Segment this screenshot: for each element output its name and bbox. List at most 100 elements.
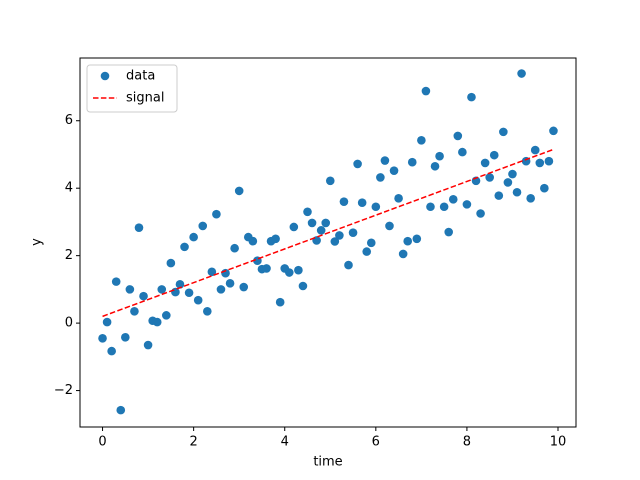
data-point [166,258,176,268]
data-point [335,231,344,240]
data-point [130,307,139,316]
data-point [212,209,221,219]
data-point [407,157,417,167]
data-point [330,237,340,246]
data-point [508,169,517,179]
data-point [325,176,335,186]
data-point [362,247,372,256]
data-point [353,159,362,169]
x-tick-label: 8 [463,435,471,450]
data-point [316,226,326,235]
data-point [125,285,135,294]
data-point [307,218,317,228]
data-point [526,194,535,203]
data-point [157,285,167,294]
data-point [530,145,540,155]
data-point [421,86,431,96]
data-point [494,191,504,200]
x-tick-label: 0 [98,435,106,450]
data-point [98,333,107,343]
data-point [152,317,162,327]
data-point [139,291,148,301]
data-point [412,234,422,244]
x-tick-label: 4 [281,435,289,450]
data-point [203,307,212,316]
data-point [467,92,476,102]
data-point [230,243,239,253]
data-point [389,166,399,175]
data-point [430,161,440,171]
data-point [512,187,522,197]
data-point [403,236,413,246]
data-point [462,200,472,209]
data-point [175,280,185,289]
data-point [184,288,194,298]
data-point [162,311,171,320]
data-point [398,249,408,259]
data-point [480,158,490,168]
data-point [417,135,426,145]
axes-frame [79,57,577,428]
data-point [503,178,513,187]
y-axis-label: y [30,238,45,246]
data-point [435,151,444,161]
y-tick-label: 6 [65,113,73,128]
y-tick-label: −2 [54,383,73,398]
data-point [121,332,130,342]
data-point [485,173,494,182]
x-tick-label: 10 [550,435,567,450]
data-point [444,227,453,237]
data-point [348,228,358,238]
data-point [189,232,198,242]
data-point [489,150,499,160]
data-point [339,197,349,206]
data-point [385,221,394,231]
data-point [376,173,385,182]
legend-label: signal [126,91,164,106]
data-point [207,267,217,277]
data-point [294,265,303,275]
data-point [549,126,558,136]
data-point [380,156,390,165]
data-point [193,295,203,305]
data-point [535,158,545,168]
data-point [453,131,463,141]
data-point [298,281,308,291]
legend-label: data [126,69,155,84]
data-point [102,317,112,327]
data-point [476,209,485,218]
x-tick-label: 2 [189,435,197,450]
data-point [225,279,235,288]
x-tick-label: 6 [372,435,380,450]
y-tick-label: 4 [65,181,73,196]
data-point [134,223,144,232]
data-point [321,218,331,228]
data-point [439,202,449,212]
data-point [289,222,299,232]
data-point [262,264,271,273]
data-point [180,242,189,252]
data-point [143,340,153,350]
data-point [303,207,312,217]
data-point [357,198,367,207]
y-tick-label: 2 [65,248,73,263]
data-point [394,194,403,203]
data-point [116,405,126,415]
x-axis-label: time [313,455,342,470]
data-point [448,195,458,204]
data-point [366,238,376,248]
data-point [271,234,280,244]
data-point [171,287,180,297]
data-point [458,147,467,157]
data-point [371,202,381,212]
series-line [102,148,554,318]
legend-marker [100,71,110,81]
data-point [107,346,116,356]
data-point [284,268,294,277]
data-point [544,156,554,166]
data-point [248,236,258,246]
data-point [111,277,121,286]
data-point [540,183,549,193]
data-point [234,186,244,196]
